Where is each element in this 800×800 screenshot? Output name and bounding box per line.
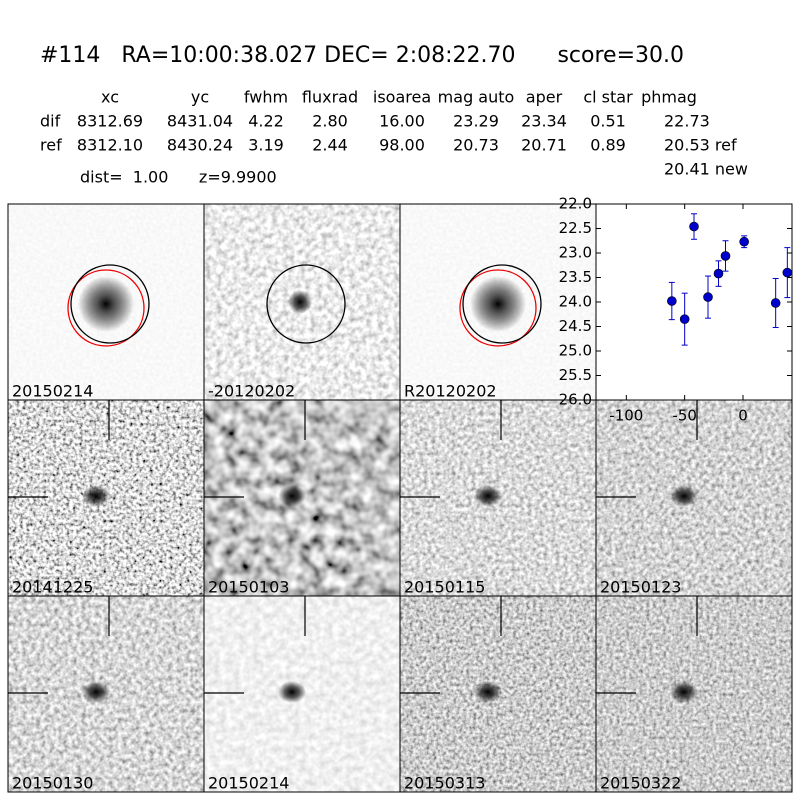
aperture-red: [459, 269, 537, 347]
cell: 4.22: [248, 112, 284, 131]
column-header: phmag: [641, 88, 697, 107]
cell: 22.73: [664, 112, 710, 131]
cell: 0.89: [590, 136, 626, 155]
y-tick-label: 24.5: [559, 317, 592, 335]
x-tick-label: 0: [738, 407, 748, 425]
data-point: [720, 251, 731, 261]
column-header: xc: [101, 88, 119, 107]
data-point: [667, 296, 677, 306]
cell: 8430.24: [167, 136, 233, 155]
y-tick-label: 24.0: [559, 293, 592, 311]
aperture: [462, 264, 542, 344]
cell: 3.19: [248, 136, 284, 155]
cell: 20.71: [521, 136, 567, 155]
plot-frame: [595, 203, 793, 401]
cell: 98.00: [379, 136, 425, 155]
source-blob: [82, 681, 110, 703]
y-tick-label: 22.5: [559, 219, 592, 237]
cell: 0.51: [590, 112, 626, 131]
title: #114 RA=10:00:38.027 DEC= 2:08:22.70 sco…: [40, 43, 684, 68]
data-point: [713, 268, 724, 279]
panel-label: 20150115: [404, 578, 485, 597]
y-tick-label: 23.0: [559, 244, 592, 262]
panel-frame: [595, 595, 793, 793]
panel-label: 20141225: [12, 578, 93, 597]
phmag-new: 20.41 new: [664, 160, 748, 179]
column-header: aper: [526, 88, 563, 107]
column-header: cl star: [583, 88, 633, 107]
cell: 23.34: [521, 112, 567, 131]
column-header: yc: [191, 88, 209, 107]
aperture: [266, 264, 346, 344]
data-point: [739, 236, 749, 247]
source-blob: [474, 485, 502, 507]
cell: 2.44: [312, 136, 348, 155]
source-blob: [78, 276, 134, 332]
y-tick-label: 25.0: [559, 342, 592, 360]
aperture: [70, 264, 150, 344]
data-point: [770, 298, 781, 308]
panel-label: -20120202: [208, 382, 295, 401]
source-blob: [670, 681, 698, 703]
x-tick-label: -100: [609, 407, 643, 425]
panel-label: R20120202: [404, 382, 497, 401]
data-point: [679, 314, 690, 324]
column-header: fwhm: [244, 88, 288, 107]
column-header: fluxrad: [302, 88, 358, 107]
panel-label: 20150322: [600, 774, 681, 793]
panel-label: 20150123: [600, 578, 681, 597]
panel-label: 20150130: [12, 774, 93, 793]
x-tick-label: -50: [672, 407, 697, 425]
y-tick-label: 22.0: [559, 195, 592, 213]
source-blob: [288, 290, 312, 314]
panel-label: 20150214: [208, 774, 289, 793]
row-label: ref: [40, 136, 62, 155]
y-tick-label: 25.5: [559, 366, 592, 384]
column-header: isoarea: [373, 88, 431, 107]
dist-line: dist= 1.00 z=9.9900: [80, 168, 277, 187]
cell: 2.80: [312, 112, 348, 131]
cell: 8431.04: [167, 112, 233, 131]
source-blob: [82, 485, 110, 507]
y-tick-label: 23.5: [559, 268, 592, 286]
source-blob: [278, 485, 306, 507]
source-blob: [470, 276, 526, 332]
source-blob: [278, 681, 306, 703]
y-tick-label: 26.0: [559, 391, 592, 409]
cell: 16.00: [379, 112, 425, 131]
panel-label: 20150103: [208, 578, 289, 597]
data-point: [703, 292, 713, 302]
data-point: [782, 267, 793, 278]
cell: 23.29: [453, 112, 499, 131]
source-blob: [474, 681, 502, 703]
data-point: [689, 221, 699, 232]
panel-label: 20150313: [404, 774, 485, 793]
source-blob: [670, 485, 698, 507]
column-header: mag auto: [438, 88, 515, 107]
cell: 20.73: [453, 136, 499, 155]
cell: 20.53 ref: [664, 136, 737, 155]
row-label: dif: [40, 112, 61, 131]
panel-label: 20150214: [12, 382, 93, 401]
aperture-red: [67, 269, 145, 347]
cell: 8312.10: [77, 136, 143, 155]
cell: 8312.69: [77, 112, 143, 131]
